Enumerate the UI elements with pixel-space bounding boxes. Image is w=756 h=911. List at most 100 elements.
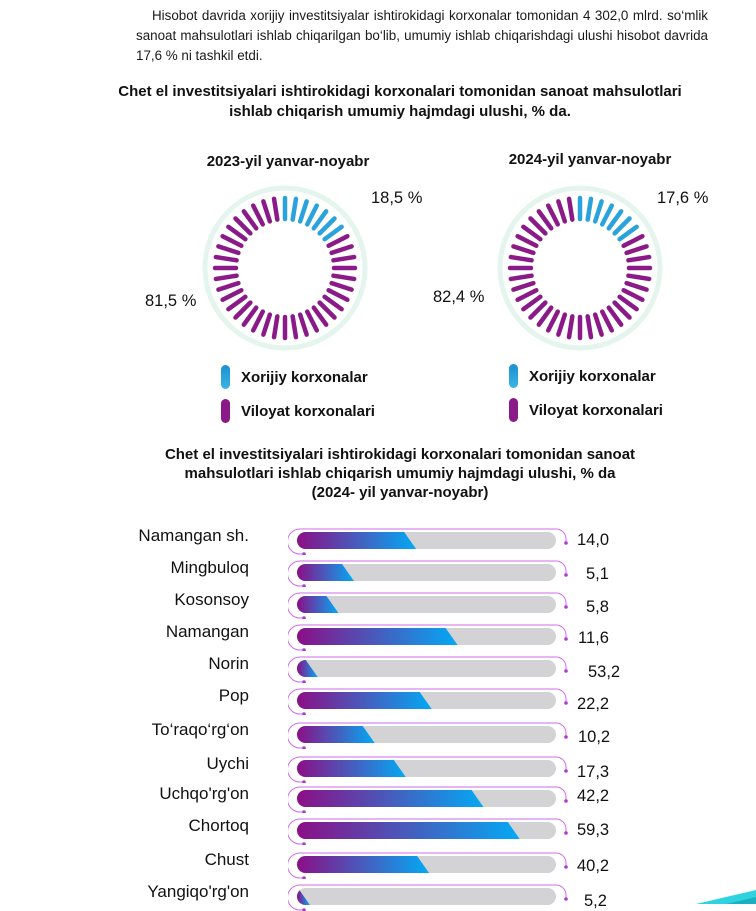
bar-value-label: 59,3 <box>577 821 610 839</box>
donut-tick-regional <box>297 312 309 337</box>
bar-fill <box>297 532 417 549</box>
donut-tick-regional <box>304 309 320 333</box>
bar-category-label: Chust <box>204 850 249 869</box>
bar-value-label: 5,8 <box>586 598 609 616</box>
donut-tick-regional <box>329 244 354 256</box>
bar-heading-line-2: mahsulotlari ishlab chiqarish umumiy haj… <box>184 465 616 482</box>
bar-category-label: To‘raqo‘rg‘on <box>151 720 249 739</box>
donut-tick-regional <box>261 199 273 224</box>
bar-row: Chust 40,2 <box>0 846 756 879</box>
bar-outline-dot <box>302 712 306 715</box>
donut-tick-regional <box>621 287 645 303</box>
donut-chart-2023 <box>202 185 368 351</box>
donut-tick-regional <box>213 254 239 263</box>
donut-tick-regional <box>617 294 639 312</box>
donut-tick-regional <box>322 294 344 312</box>
bar-category-label: Yangiqo'rg'on <box>147 882 249 901</box>
donut-tick-regional <box>261 312 273 337</box>
donut-tick-regional <box>585 314 594 340</box>
bar-track <box>288 786 568 813</box>
legend-swatch-regional <box>509 398 518 422</box>
bar-outline-dot <box>564 831 568 835</box>
legend-label-foreign: Xorijiy korxonalar <box>529 367 656 385</box>
bar-background <box>297 596 556 613</box>
bar-outline-dot <box>564 735 568 739</box>
bar-row: To‘raqo‘rg‘on 10,2 <box>0 716 756 749</box>
donut-tick-foreign <box>290 196 299 222</box>
legend-label-foreign: Xorijiy korxonalar <box>241 368 368 386</box>
donut-tick-regional <box>528 300 548 320</box>
bar-background <box>297 564 556 581</box>
bar-row: Uchqo'rg'on 42,2 <box>0 780 756 813</box>
donut-2023-title: 2023-yil yanvar-noyabr <box>206 153 370 170</box>
donut-tick-regional <box>599 309 615 333</box>
bar-outline-dot <box>564 897 568 901</box>
bar-fill <box>297 564 354 581</box>
donut-2023-legend: Xorijiy korxonalar Viloyat korxonalari <box>221 360 375 428</box>
bar-outline-arrow <box>288 688 567 715</box>
bar-track <box>288 818 568 845</box>
donut-tick-regional <box>515 287 539 303</box>
bar-outline-dot <box>302 810 306 813</box>
bar-row: Pop 22,2 <box>0 682 756 715</box>
donut-chart-2024 <box>497 185 663 351</box>
donut-outer-ring <box>497 185 663 351</box>
donut-tick-regional <box>216 244 241 256</box>
bar-track <box>288 722 568 749</box>
bar-outline-dot <box>564 701 568 705</box>
bar-category-label: Uychi <box>206 754 249 773</box>
bar-row: Yangiqo'rg'on 5,2 <box>0 878 756 911</box>
bar-background <box>297 888 556 905</box>
bar-outline-dot <box>564 769 568 773</box>
donut-tick-regional <box>508 273 534 282</box>
bar-value-label: 53,2 <box>588 663 621 681</box>
donut-2024-foreign-label: 17,6 % <box>657 189 709 207</box>
donut-2024-regional-label: 82,4 % <box>433 288 485 306</box>
bar-track <box>288 688 568 715</box>
donut-tick-regional <box>521 294 543 312</box>
donut-tick-regional <box>592 312 604 337</box>
legend-swatch-foreign <box>509 364 518 388</box>
donut-tick-regional <box>528 216 548 236</box>
legend-item-foreign: Xorijiy korxonalar <box>509 359 663 393</box>
donut-tick-foreign <box>317 216 337 236</box>
donut-tick-regional <box>606 305 624 327</box>
donut-outer-ring <box>202 185 368 351</box>
bar-category-label: Namangan <box>165 622 249 641</box>
legend-item-regional: Viloyat korxonalari <box>221 394 375 428</box>
bar-row: Kosonsoy 5,8 <box>0 586 756 619</box>
bar-fill <box>297 660 318 677</box>
donut-tick-regional <box>226 294 248 312</box>
donut-tick-regional <box>326 287 350 303</box>
bar-value-label: 14,0 <box>577 531 610 549</box>
donut-tick-regional <box>271 314 280 340</box>
bar-outline-arrow <box>288 756 567 783</box>
bar-category-label: Kosonsoy <box>174 590 249 609</box>
donut-tick-regional <box>545 203 561 227</box>
legend-label-regional: Viloyat korxonalari <box>529 401 663 419</box>
donut-tick-foreign <box>297 199 309 224</box>
donut-tick-regional <box>612 300 632 320</box>
donut-tick-regional <box>250 309 266 333</box>
donut-2024-legend: Xorijiy korxonalar Viloyat korxonalari <box>509 359 663 427</box>
bar-outline-dot <box>302 876 306 879</box>
bar-background <box>297 660 556 677</box>
bar-track <box>288 624 568 651</box>
donut-tick-regional <box>511 280 536 292</box>
bar-outline-arrow <box>288 624 567 651</box>
legend-label-regional: Viloyat korxonalari <box>241 402 375 420</box>
donut-tick-regional <box>226 224 248 242</box>
donut-tick-regional <box>311 305 329 327</box>
bar-outline-dot <box>564 605 568 609</box>
bar-track <box>288 592 568 619</box>
donut-tick-regional <box>233 216 253 236</box>
donut-tick-regional <box>508 254 534 263</box>
bar-track <box>288 884 568 911</box>
donut-tick-foreign <box>585 196 594 222</box>
bar-outline-arrow <box>288 560 567 587</box>
bar-track <box>288 852 568 879</box>
donut-tick-regional <box>624 244 649 256</box>
bar-row: Mingbuloq 5,1 <box>0 554 756 587</box>
bar-outline-dot <box>564 637 568 641</box>
bar-value-label: 42,2 <box>577 787 610 805</box>
